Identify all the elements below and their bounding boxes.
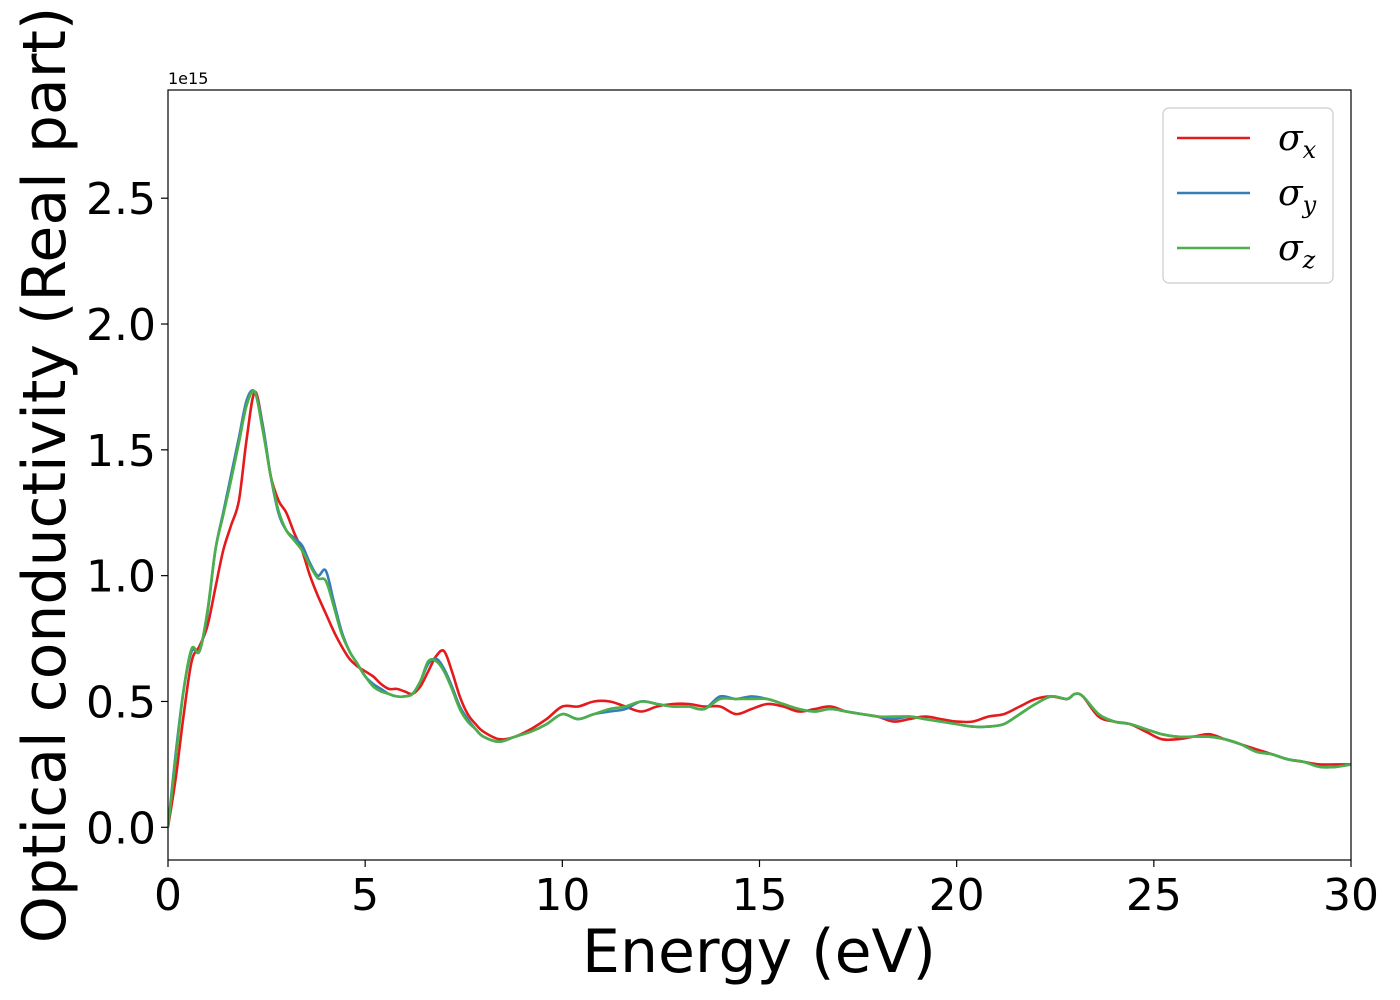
y-tick-label: 0.0 xyxy=(86,803,156,854)
x-axis: 0 5 10 15 20 25 30 xyxy=(154,860,1379,921)
y-tick-label: 0.5 xyxy=(86,677,156,728)
legend-label-z: σz xyxy=(1278,228,1316,274)
legend-label-y: σy xyxy=(1278,173,1317,219)
x-tick-label: 10 xyxy=(534,870,590,921)
y-offset-label: 1e15 xyxy=(168,69,208,88)
y-tick-label: 1.5 xyxy=(86,426,156,477)
plot-area xyxy=(168,389,1351,828)
legend-label-x: σx xyxy=(1278,118,1317,164)
y-tick-label: 2.0 xyxy=(86,300,156,351)
legend: σx σy σz xyxy=(1162,107,1334,284)
legend-box xyxy=(1162,107,1334,284)
series-line-x xyxy=(168,390,1351,828)
y-tick-label: 2.5 xyxy=(86,174,156,225)
series-line-y xyxy=(168,389,1351,828)
x-axis-title: Energy (eV) xyxy=(582,917,936,987)
x-tick-label: 25 xyxy=(1126,870,1182,921)
x-tick-label: 30 xyxy=(1323,870,1379,921)
x-tick-label: 20 xyxy=(929,870,985,921)
x-tick-label: 0 xyxy=(154,870,182,921)
y-tick-label: 1.0 xyxy=(86,552,156,603)
y-axis-title: Optical conductivity (Real part) xyxy=(10,7,80,944)
series-line-z xyxy=(168,389,1351,828)
x-tick-label: 5 xyxy=(351,870,379,921)
x-tick-label: 15 xyxy=(732,870,788,921)
y-axis: 0.0 0.5 1.0 1.5 2.0 2.5 xyxy=(86,174,168,854)
